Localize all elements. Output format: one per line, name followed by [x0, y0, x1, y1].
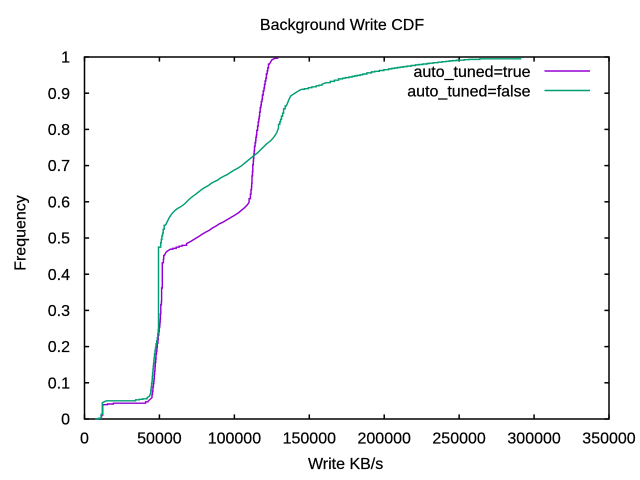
svg-text:0.9: 0.9: [48, 86, 70, 103]
svg-text:0.5: 0.5: [48, 231, 70, 248]
svg-text:0.1: 0.1: [48, 375, 70, 392]
svg-text:0: 0: [61, 412, 70, 429]
svg-text:0.4: 0.4: [48, 267, 70, 284]
svg-text:Frequency: Frequency: [13, 195, 30, 271]
svg-text:Write KB/s: Write KB/s: [308, 456, 383, 473]
svg-text:0.8: 0.8: [48, 122, 70, 139]
svg-text:150000: 150000: [283, 431, 336, 448]
svg-text:200000: 200000: [358, 431, 411, 448]
svg-text:0: 0: [80, 431, 89, 448]
svg-text:0.2: 0.2: [48, 339, 70, 356]
svg-text:auto_tuned=false: auto_tuned=false: [407, 83, 530, 100]
svg-text:350000: 350000: [582, 431, 635, 448]
svg-text:Background Write CDF: Background Write CDF: [260, 17, 424, 34]
svg-text:0.6: 0.6: [48, 194, 70, 211]
svg-text:100000: 100000: [208, 431, 261, 448]
svg-text:50000: 50000: [137, 431, 182, 448]
svg-text:300000: 300000: [507, 431, 560, 448]
svg-text:0.3: 0.3: [48, 303, 70, 320]
svg-text:250000: 250000: [432, 431, 485, 448]
svg-text:1: 1: [61, 50, 70, 67]
svg-text:auto_tuned=true: auto_tuned=true: [414, 64, 531, 81]
svg-text:0.7: 0.7: [48, 158, 70, 175]
